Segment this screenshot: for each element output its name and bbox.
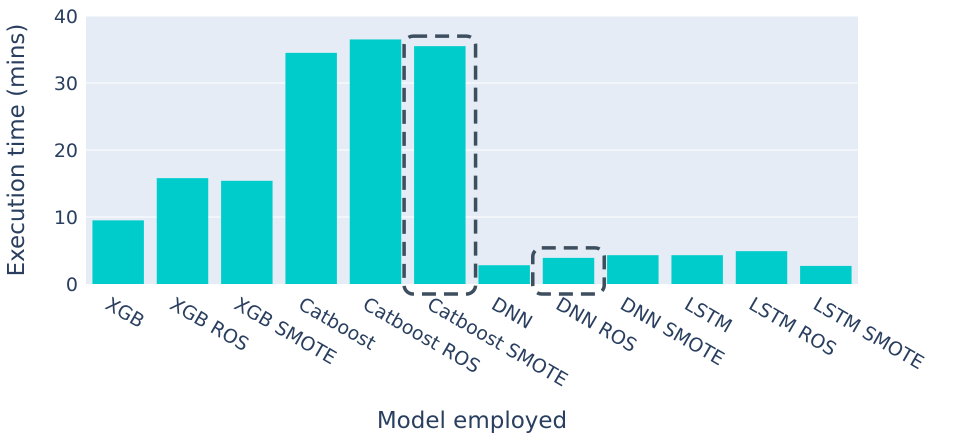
- bar: [92, 220, 144, 284]
- highlight-box: [531, 246, 606, 296]
- y-tick-label: 20: [54, 140, 78, 162]
- highlight-box: [402, 34, 478, 296]
- bar: [542, 257, 595, 284]
- bar: [671, 255, 723, 284]
- x-axis-title: Model employed: [377, 408, 567, 434]
- bar: [414, 46, 466, 285]
- y-axis-ticks: 0 10 20 30 40: [54, 6, 78, 296]
- y-axis-title: Execution time (mins): [4, 24, 30, 277]
- grid-lines: [86, 15, 858, 218]
- bar: [607, 255, 659, 284]
- bar: [735, 251, 788, 284]
- bar: [478, 265, 530, 284]
- highlight-boxes: [402, 34, 606, 296]
- y-tick-label: 10: [54, 207, 78, 229]
- bar: [285, 52, 337, 284]
- bar: [800, 265, 852, 284]
- y-tick-label: 40: [54, 6, 78, 28]
- bar: [221, 180, 273, 284]
- y-tick-label: 30: [54, 73, 78, 95]
- bar: [156, 178, 209, 284]
- y-tick-label: 0: [66, 274, 78, 296]
- x-tick-label: XGB: [102, 293, 148, 332]
- bars: [92, 39, 852, 285]
- bar: [349, 39, 402, 285]
